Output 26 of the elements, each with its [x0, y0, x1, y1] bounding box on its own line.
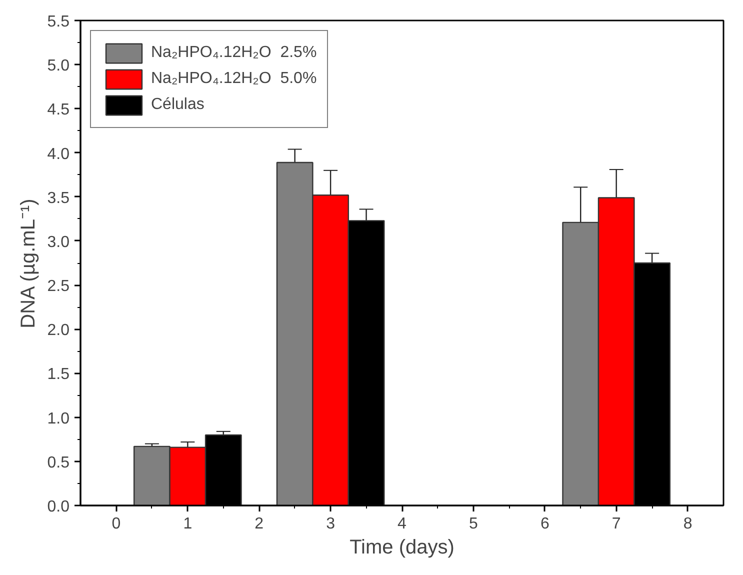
- x-tick-label: 4: [398, 516, 407, 532]
- x-tick-label: 1: [183, 516, 192, 532]
- y-tick-label: 0.5: [47, 454, 70, 472]
- x-tick-label: 0: [112, 516, 121, 532]
- y-tick-label: 2.5: [47, 278, 70, 296]
- x-tick-label: 3: [326, 516, 336, 532]
- y-tick-label: 4.5: [47, 102, 70, 119]
- y-tick-label: 2.0: [47, 322, 70, 340]
- y-tick-label: 1.0: [47, 410, 70, 428]
- x-tick-label: 5: [468, 516, 478, 532]
- x-tick-label: 8: [683, 516, 692, 532]
- x-tick-label: 6: [540, 516, 550, 532]
- y-tick-label: 0.0: [47, 498, 70, 516]
- legend-label: Na₂HPO₄.12H₂O 5.0%: [151, 70, 317, 88]
- y-tick-label: 5.5: [47, 14, 70, 30]
- y-tick-label: 3.0: [47, 234, 70, 251]
- x-tick-label: 2: [254, 516, 264, 532]
- y-tick-label: 4.0: [47, 146, 70, 163]
- y-tick-label: 5.0: [47, 58, 70, 75]
- y-tick-label: 3.5: [47, 190, 70, 207]
- y-axis-title: DNA (µg.mL⁻¹): [17, 198, 40, 328]
- legend-label: Células: [151, 96, 204, 114]
- x-tick-label: 7: [612, 516, 621, 532]
- y-tick-label: 1.5: [47, 366, 70, 384]
- x-axis-title: Time (days): [350, 536, 454, 558]
- legend-label: Na₂HPO₄.12H₂O 2.5%: [151, 44, 317, 62]
